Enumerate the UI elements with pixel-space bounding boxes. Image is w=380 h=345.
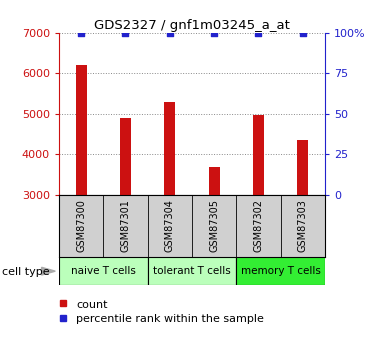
- Point: [211, 30, 217, 36]
- Text: GSM87300: GSM87300: [76, 199, 86, 253]
- Point: [255, 30, 261, 36]
- Bar: [59, 257, 147, 285]
- Bar: [209, 167, 220, 317]
- Title: GDS2327 / gnf1m03245_a_at: GDS2327 / gnf1m03245_a_at: [94, 19, 290, 32]
- Text: GSM87305: GSM87305: [209, 199, 219, 253]
- Text: naive T cells: naive T cells: [71, 266, 136, 276]
- Polygon shape: [42, 267, 55, 275]
- Point: [167, 30, 173, 36]
- Point: [300, 30, 306, 36]
- Point: [122, 30, 128, 36]
- Text: GSM87304: GSM87304: [165, 199, 175, 253]
- Text: count: count: [76, 300, 108, 310]
- Text: GSM87302: GSM87302: [253, 199, 263, 253]
- Text: tolerant T cells: tolerant T cells: [153, 266, 231, 276]
- Point: [78, 30, 84, 36]
- Text: GSM87303: GSM87303: [298, 199, 308, 253]
- Text: memory T cells: memory T cells: [241, 266, 320, 276]
- Text: percentile rank within the sample: percentile rank within the sample: [76, 314, 264, 324]
- Bar: [253, 115, 264, 317]
- Text: cell type: cell type: [2, 267, 49, 276]
- Text: GSM87301: GSM87301: [120, 199, 130, 253]
- Bar: [164, 102, 175, 317]
- Bar: [120, 118, 131, 317]
- Bar: [297, 140, 308, 317]
- Bar: [236, 257, 325, 285]
- Bar: [76, 65, 87, 317]
- Bar: [147, 257, 236, 285]
